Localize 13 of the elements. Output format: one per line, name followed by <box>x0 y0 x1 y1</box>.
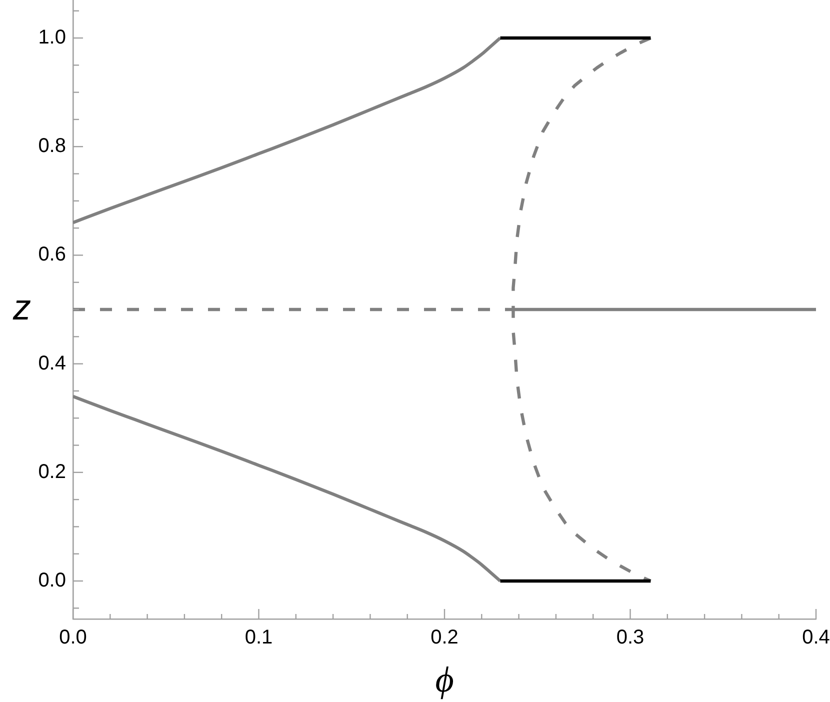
y-tick-label: 0.2 <box>38 460 66 483</box>
x-tick-label: 0.3 <box>616 626 644 649</box>
y-tick-label: 0.6 <box>38 244 66 266</box>
x-tick-label: 0.0 <box>59 626 87 649</box>
y-tick-label: 0.4 <box>38 352 66 374</box>
x-axis-title: ϕ <box>435 659 454 700</box>
y-tick-label: 0.8 <box>38 135 66 158</box>
x-tick-label: 0.1 <box>244 626 273 649</box>
x-tick-label: 0.4 <box>802 626 830 649</box>
y-tick-label: 0.0 <box>38 570 66 592</box>
y-tick-label: 1.0 <box>38 26 66 49</box>
y-axis-title: z <box>12 286 31 328</box>
x-tick-label: 0.2 <box>430 626 458 649</box>
